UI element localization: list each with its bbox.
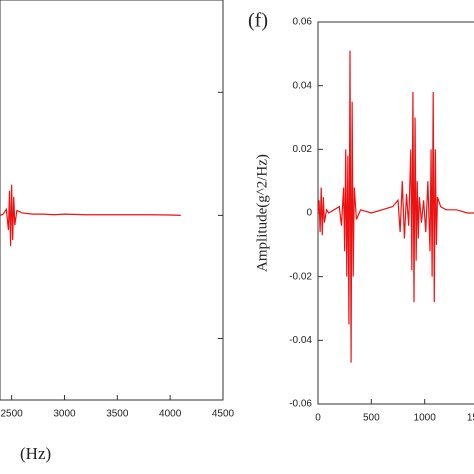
panel-label: (f) xyxy=(248,10,268,32)
x-tick-label: 1500 xyxy=(467,413,474,424)
x-tick-label: 3500 xyxy=(106,409,129,420)
y-tick-label: -0.04 xyxy=(289,335,312,346)
x-tick-label: 3000 xyxy=(53,409,76,420)
y-tick-label: -0.02 xyxy=(289,271,312,282)
x-axis-label: (Hz) xyxy=(20,444,51,463)
x-tick-label: 0 xyxy=(315,413,321,424)
data-line xyxy=(0,184,181,247)
y-tick-label: 0 xyxy=(306,208,312,219)
x-tick-label: 2500 xyxy=(1,409,24,420)
y-tick-label: 0.06 xyxy=(293,17,313,28)
x-tick-label: 500 xyxy=(363,413,380,424)
data-line xyxy=(318,50,474,363)
y-tick-label: -0.06 xyxy=(289,399,312,410)
plot-frame xyxy=(317,21,474,405)
x-tick-label: 4500 xyxy=(212,409,235,420)
x-tick-label: 1000 xyxy=(414,413,437,424)
y-tick-label: 0.04 xyxy=(293,80,313,91)
y-axis-label: Amplitude(g^2/Hz) xyxy=(254,154,270,272)
x-tick-label: 4000 xyxy=(159,409,182,420)
y-tick-label: 0.02 xyxy=(293,144,313,155)
plot-frame xyxy=(0,0,224,401)
